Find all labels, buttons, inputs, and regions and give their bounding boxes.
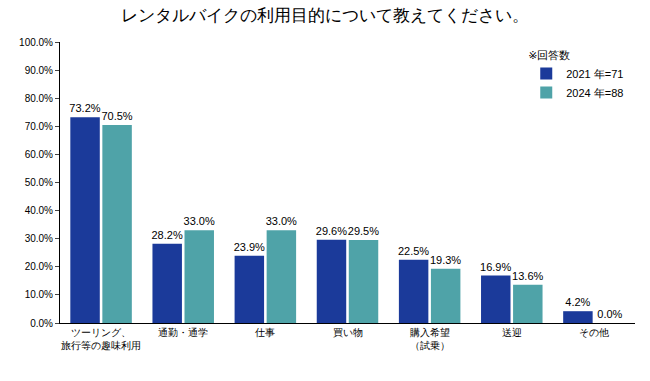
svg-text:90.0%: 90.0% (25, 65, 53, 76)
svg-text:買い物: 買い物 (333, 327, 363, 338)
svg-text:73.2%: 73.2% (69, 102, 100, 114)
svg-text:30.0%: 30.0% (25, 233, 53, 244)
svg-text:4.2%: 4.2% (565, 296, 590, 308)
svg-text:16.9%: 16.9% (480, 261, 511, 273)
svg-text:40.0%: 40.0% (25, 205, 53, 216)
svg-text:22.5%: 22.5% (398, 245, 429, 257)
svg-text:0.0%: 0.0% (30, 318, 53, 329)
svg-text:80.0%: 80.0% (25, 93, 53, 104)
svg-text:0.0%: 0.0% (597, 308, 622, 320)
svg-text:29.6%: 29.6% (316, 225, 347, 237)
svg-text:10.0%: 10.0% (25, 289, 53, 300)
svg-text:購入希望（試乗）: 購入希望（試乗） (410, 327, 450, 351)
svg-text:送迎: 送迎 (502, 327, 522, 338)
svg-text:100.0%: 100.0% (19, 37, 53, 48)
svg-text:その他: その他 (579, 327, 609, 338)
svg-text:28.2%: 28.2% (151, 229, 182, 241)
svg-text:19.3%: 19.3% (430, 254, 461, 266)
svg-text:仕事: 仕事 (255, 327, 275, 338)
svg-text:50.0%: 50.0% (25, 177, 53, 188)
svg-text:70.0%: 70.0% (25, 121, 53, 132)
svg-text:レンタルバイクの利用目的について教えてください。: レンタルバイクの利用目的について教えてください。 (121, 6, 529, 25)
svg-text:13.6%: 13.6% (512, 270, 543, 282)
svg-text:60.0%: 60.0% (25, 149, 53, 160)
svg-text:2024 年=88: 2024 年=88 (566, 87, 623, 99)
svg-text:通勤・通学: 通勤・通学 (158, 327, 208, 338)
svg-text:2021 年=71: 2021 年=71 (566, 68, 623, 80)
svg-text:23.9%: 23.9% (234, 241, 265, 253)
svg-text:70.5%: 70.5% (101, 110, 132, 122)
svg-text:ツーリング、旅行等の趣味利用: ツーリング、旅行等の趣味利用 (61, 327, 141, 351)
svg-text:※回答数: ※回答数 (528, 49, 570, 61)
svg-text:33.0%: 33.0% (184, 215, 215, 227)
svg-text:20.0%: 20.0% (25, 261, 53, 272)
svg-text:33.0%: 33.0% (266, 215, 297, 227)
svg-text:29.5%: 29.5% (348, 225, 379, 237)
